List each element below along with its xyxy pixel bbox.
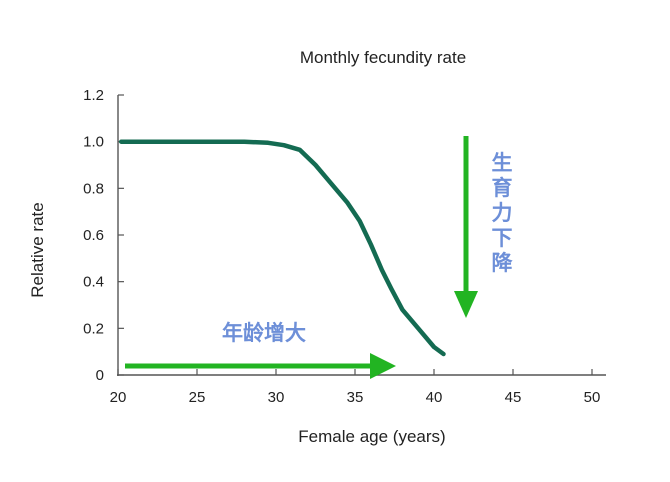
axes: 20 25 30 35 40 45 50 0 0.2 0.4 0.6 0.8 1.0 1.2 bbox=[83, 87, 606, 406]
chart-title: Monthly fecundity rate bbox=[300, 48, 466, 67]
y-tick-label: 0.4 bbox=[83, 274, 104, 291]
y-tick-label: 0 bbox=[96, 367, 104, 384]
x-axis-label: Female age (years) bbox=[298, 427, 445, 446]
y-tick-label: 0.8 bbox=[83, 180, 104, 197]
x-tick-label: 20 bbox=[110, 389, 127, 406]
x-tick-label: 40 bbox=[426, 389, 443, 406]
x-tick-label: 45 bbox=[505, 389, 522, 406]
y-tick-label: 0.2 bbox=[83, 320, 104, 337]
y-tick-label: 1.0 bbox=[83, 134, 104, 151]
annotation-text: 年龄增大 bbox=[222, 321, 306, 345]
series-line bbox=[118, 139, 446, 357]
series-layer bbox=[118, 139, 446, 357]
annotation-text: 生育力下降 bbox=[492, 151, 514, 275]
annotation-layer: 年龄增大 生育力下降 bbox=[125, 136, 514, 379]
x-tick-label: 25 bbox=[189, 389, 206, 406]
x-tick-label: 30 bbox=[268, 389, 285, 406]
y-tick-label: 1.2 bbox=[83, 87, 104, 104]
arrow-right-head bbox=[370, 353, 396, 379]
x-tick-label: 50 bbox=[584, 389, 601, 406]
arrow-down-head bbox=[454, 291, 478, 318]
annotation-age: 年龄增大 bbox=[125, 321, 396, 379]
annotation-fertility: 生育力下降 bbox=[454, 136, 514, 318]
y-axis-label: Relative rate bbox=[28, 202, 47, 297]
y-tick-label: 0.6 bbox=[83, 227, 104, 244]
x-tick-label: 35 bbox=[347, 389, 364, 406]
